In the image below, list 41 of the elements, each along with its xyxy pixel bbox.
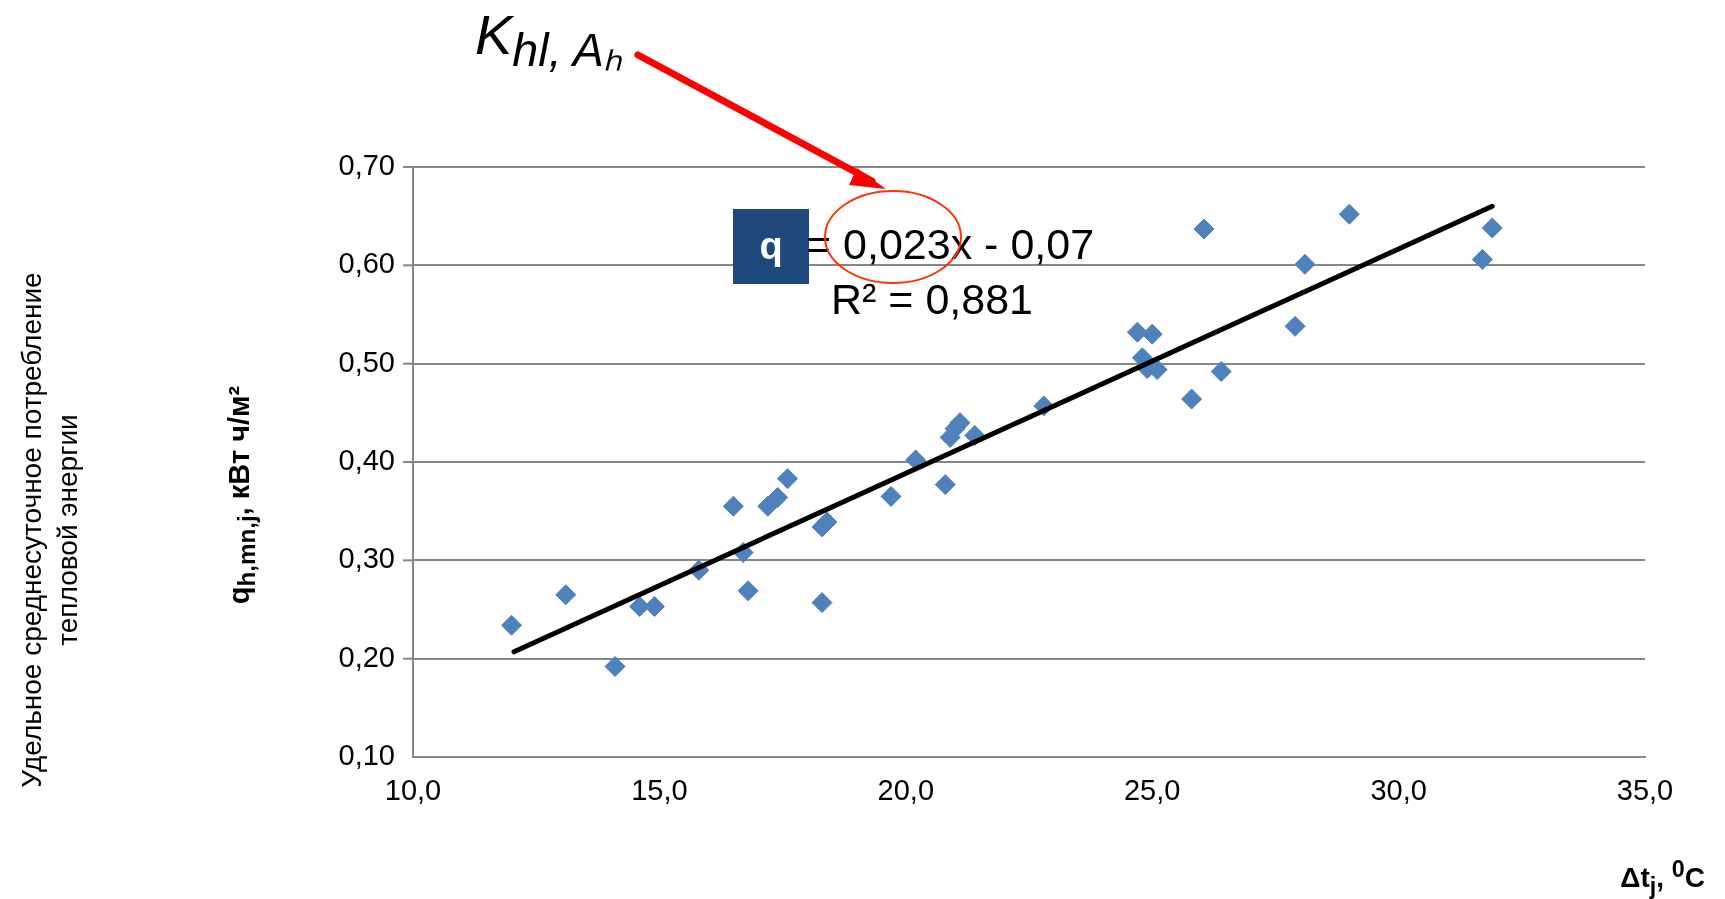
x-axis-title: Δt$_{j}$, $^{0}$C (1620, 855, 1705, 899)
x-tick-label: 25,0 (1123, 774, 1181, 807)
point (905, 449, 927, 471)
x-tick-label: 35,0 (1616, 774, 1674, 807)
point (1193, 218, 1215, 240)
y-tick-label: 0,70 (338, 149, 395, 181)
point (949, 412, 971, 434)
point (555, 584, 577, 606)
point (1294, 253, 1316, 275)
y-tick-label: 0,10 (338, 739, 395, 771)
y-tick-label: 0,30 (338, 542, 395, 575)
point (1141, 323, 1163, 345)
point (934, 474, 956, 496)
y-tick-label: 0,40 (338, 444, 395, 476)
point (722, 495, 744, 517)
point (501, 614, 523, 636)
point (1338, 203, 1360, 225)
point (604, 656, 626, 678)
annotation: q (759, 225, 783, 267)
y-tick-label: 0,20 (338, 640, 395, 673)
text: K$_{hl, Aₕ}$ (475, 2, 623, 79)
x-tick-label: 20,0 (877, 774, 935, 807)
y-tick-label: 0,50 (338, 345, 395, 378)
point (737, 580, 759, 602)
x-tick-label: 10,0 (384, 774, 442, 807)
point (1284, 315, 1306, 337)
point (777, 468, 799, 490)
point (1126, 321, 1148, 343)
annotation: R² = 0,881 (831, 275, 1033, 324)
point (880, 485, 902, 507)
point (1181, 388, 1203, 410)
text: Удельное среднесуточное потребление тепловой энергии (15, 271, 84, 790)
point (1481, 217, 1503, 239)
point (811, 592, 833, 614)
point (1471, 248, 1493, 270)
point (1210, 361, 1232, 383)
x-tick-label: 15,0 (631, 774, 688, 807)
x-tick-label: 30,0 (1370, 774, 1427, 807)
y-tick-label: 0,60 (338, 247, 395, 280)
point (816, 511, 838, 533)
point (767, 486, 789, 508)
